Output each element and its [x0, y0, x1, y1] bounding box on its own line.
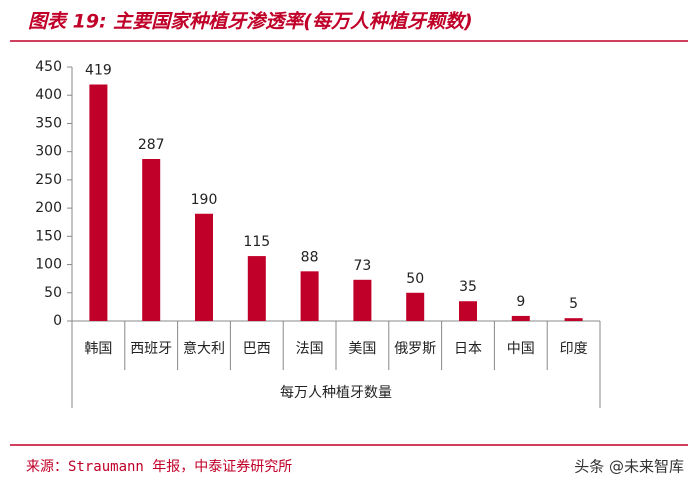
bar — [564, 318, 583, 321]
bar — [459, 301, 477, 321]
y-tick-label: 250 — [35, 172, 62, 188]
watermark: 头条 @未来智库 — [574, 458, 684, 476]
chart-title: 图表 19: 主要国家种植牙渗透率(每万人种植牙颗数) — [28, 11, 473, 33]
bar — [195, 213, 213, 321]
x-tick-label: 法国 — [296, 341, 324, 357]
y-tick-label: 200 — [35, 200, 62, 216]
x-tick-label: 巴西 — [243, 341, 271, 357]
y-tick-label: 100 — [35, 257, 62, 273]
data-label: 190 — [191, 192, 218, 208]
y-tick-label: 350 — [35, 115, 62, 131]
data-label: 50 — [406, 271, 424, 287]
data-label: 35 — [459, 279, 477, 295]
bar — [406, 292, 425, 321]
x-axis-title: 每万人种植牙数量 — [280, 385, 392, 401]
data-label: 5 — [569, 296, 578, 312]
bar — [511, 315, 530, 321]
data-label: 287 — [138, 137, 165, 153]
x-tick-label: 日本 — [454, 341, 482, 357]
x-tick-label: 意大利 — [183, 340, 225, 357]
data-label: 419 — [85, 62, 112, 78]
data-label: 9 — [516, 294, 525, 310]
x-tick-label: 中国 — [507, 341, 535, 357]
bar — [353, 279, 372, 321]
x-tick-label: 韩国 — [84, 341, 112, 357]
bar — [300, 271, 319, 321]
data-label: 115 — [243, 234, 270, 250]
x-tick-label: 西班牙 — [130, 341, 172, 357]
y-tick-label: 300 — [35, 144, 62, 160]
x-tick-label: 俄罗斯 — [394, 341, 436, 357]
y-tick-label: 400 — [35, 87, 62, 103]
bar — [247, 256, 266, 321]
y-tick-label: 50 — [44, 285, 62, 301]
y-tick-label: 0 — [53, 313, 62, 329]
source: 来源：Straumann 年报，中泰证券研究所 — [26, 459, 292, 475]
data-label: 88 — [301, 249, 319, 265]
x-tick-label: 美国 — [348, 341, 376, 357]
bar — [89, 84, 108, 322]
bar — [142, 159, 161, 321]
y-tick-label: 150 — [35, 228, 62, 244]
data-label: 73 — [353, 258, 371, 274]
y-tick-label: 450 — [35, 59, 62, 75]
x-tick-label: 印度 — [560, 341, 588, 357]
